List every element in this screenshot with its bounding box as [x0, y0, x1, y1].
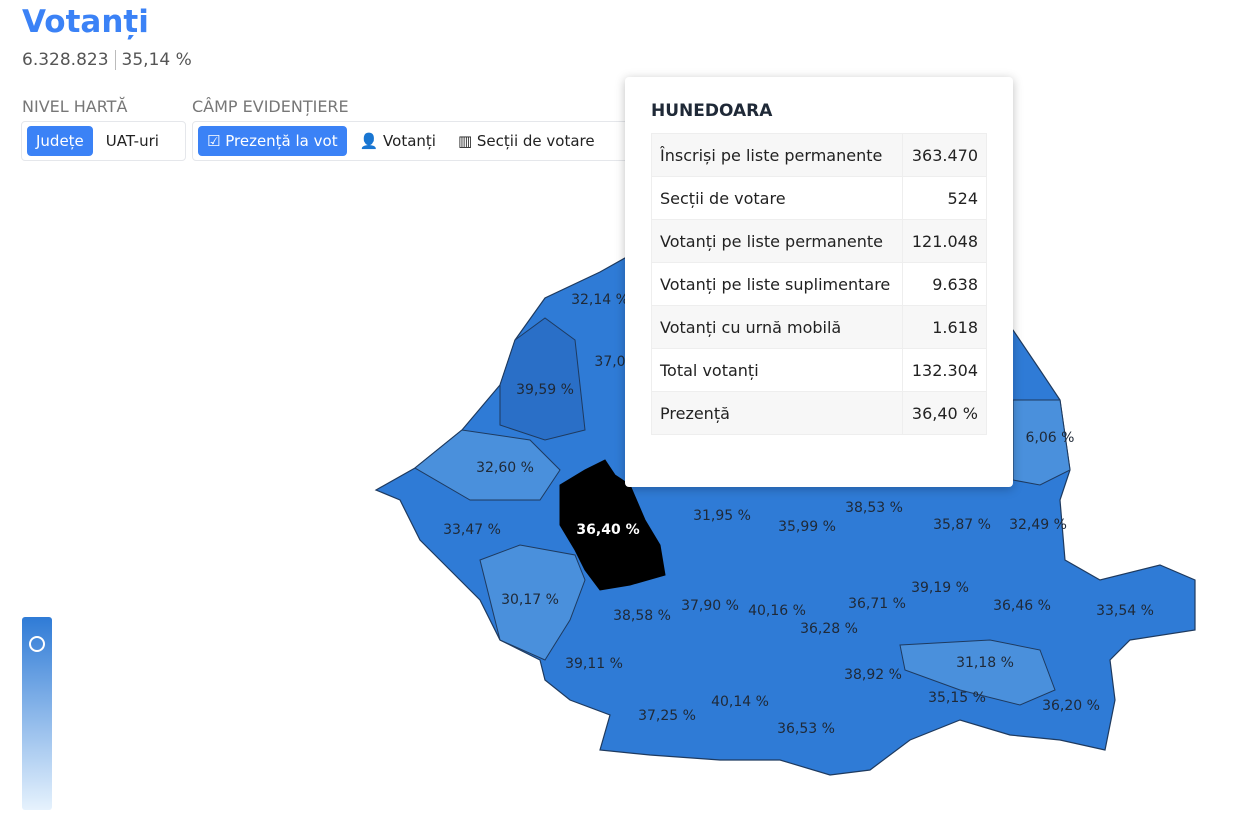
- county-label: 36,53 %: [777, 721, 835, 737]
- button-group: ☑ Prezență la vot 👤 Votanți ▥ Secții de …: [192, 121, 632, 161]
- county-label: 40,14 %: [711, 694, 769, 710]
- row-label: Votanți cu urnă mobilă: [651, 305, 903, 349]
- option-button[interactable]: ☑ Prezență la vot: [198, 126, 347, 156]
- tooltip-row: Votanți cu urnă mobilă 1.618: [651, 305, 988, 349]
- county-label: 6,06 %: [1026, 430, 1075, 446]
- county-label: 32,60 %: [476, 460, 534, 476]
- summary: 6.328.823 35,14 %: [22, 50, 192, 70]
- county-label: 30,17 %: [501, 592, 559, 608]
- county-label: 35,87 %: [933, 517, 991, 533]
- row-label: Prezență: [651, 391, 903, 435]
- tooltip-row: Total votanți 132.304: [651, 348, 988, 392]
- region-shape: [1012, 399, 1071, 486]
- option-button[interactable]: 👤 Votanți: [359, 132, 436, 150]
- row-value: 363.470: [901, 133, 988, 177]
- option-text: Votanți: [383, 132, 436, 150]
- county-label: 35,15 %: [928, 690, 986, 706]
- county-label: 33,47 %: [443, 522, 501, 538]
- row-label: Înscriși pe liste permanente: [651, 133, 903, 177]
- row-value: 524: [901, 176, 988, 220]
- county-label: 36,20 %: [1042, 698, 1100, 714]
- row-value: 9.638: [901, 262, 988, 306]
- option-button[interactable]: Județe: [27, 126, 93, 156]
- option-text: Prezență la vot: [225, 132, 338, 150]
- tooltip-table: Înscriși pe liste permanente 363.470 Secți…: [651, 133, 988, 435]
- county-label: 37,0: [594, 354, 625, 370]
- scale-knob[interactable]: [29, 636, 45, 652]
- separator: [114, 50, 116, 70]
- tooltip-row: Înscriși pe liste permanente 363.470: [651, 133, 988, 177]
- region-shape: [414, 429, 561, 501]
- county-label: 36,40 %: [576, 522, 639, 538]
- county-label: 32,14 %: [571, 292, 629, 308]
- tooltip: HUNEDOARA Înscriși pe liste permanente 36…: [625, 77, 1013, 487]
- tooltip-title: HUNEDOARA: [651, 101, 773, 121]
- county-label: 38,58 %: [613, 608, 671, 624]
- county-label: 36,28 %: [800, 621, 858, 637]
- row-label: Secții de votare: [651, 176, 903, 220]
- voters: 6.328.823: [22, 50, 109, 70]
- tooltip-row: Secții de votare 524: [651, 176, 988, 220]
- county-label: 36,71 %: [848, 596, 906, 612]
- region-shape: [479, 544, 586, 661]
- tooltip-row: Votanți pe liste suplimentare 9.638: [651, 262, 988, 306]
- group-label: NIVEL HARTĂ: [22, 97, 128, 116]
- region-shape: [899, 639, 1056, 706]
- county-label: 35,99 %: [778, 519, 836, 535]
- tooltip-row: Prezență 36,40 %: [651, 391, 988, 435]
- county-label: 36,46 %: [993, 598, 1051, 614]
- page-title: Votanți: [22, 4, 149, 40]
- county-label: 37,25 %: [638, 708, 696, 724]
- county-label: 31,18 %: [956, 655, 1014, 671]
- row-value: 121.048: [901, 219, 988, 263]
- county-label: 37,90 %: [681, 598, 739, 614]
- option-text: Secții de votare: [476, 132, 595, 150]
- option-button[interactable]: UAT-uri: [105, 132, 159, 150]
- row-value: 36,40 %: [901, 391, 988, 435]
- button-group: Județe UAT-uri: [21, 121, 186, 161]
- county-label: 32,49 %: [1009, 517, 1067, 533]
- county-label: 38,53 %: [845, 500, 903, 516]
- row-value: 1.618: [901, 305, 988, 349]
- selected-county[interactable]: [559, 459, 666, 591]
- county-label: 39,59 %: [516, 382, 574, 398]
- row-label: Total votanți: [651, 348, 903, 392]
- county-label: 40,16 %: [748, 603, 806, 619]
- row-label: Votanți pe liste suplimentare: [651, 262, 903, 306]
- group-label: CÂMP EVIDENȚIERE: [192, 97, 349, 116]
- county-label: 38,92 %: [844, 667, 902, 683]
- county-label: 31,95 %: [693, 508, 751, 524]
- county-label: 39,11 %: [565, 656, 623, 672]
- option-button[interactable]: ▥ Secții de votare: [457, 132, 595, 150]
- row-value: 132.304: [901, 348, 988, 392]
- turnout: 35,14 %: [121, 50, 192, 70]
- county-label: 39,19 %: [911, 580, 969, 596]
- row-label: Votanți pe liste permanente: [651, 219, 903, 263]
- region-shape: [499, 317, 586, 441]
- county-label: 33,54 %: [1096, 603, 1154, 619]
- tooltip-row: Votanți pe liste permanente 121.048: [651, 219, 988, 263]
